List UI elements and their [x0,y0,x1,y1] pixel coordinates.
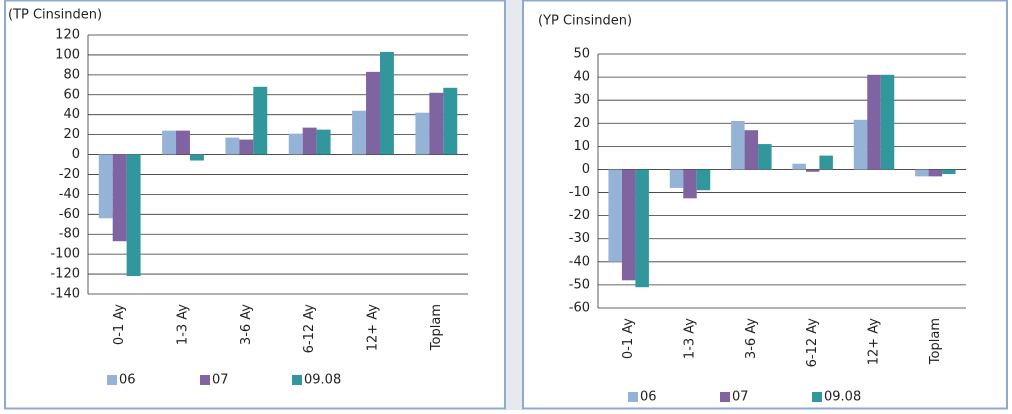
bar [98,154,113,219]
bar [928,169,943,177]
y-tick-label: 60 [63,87,80,102]
panel [522,0,1008,410]
x-tick-label: 0-1 Ay [112,304,127,345]
legend-label: 07 [732,390,749,405]
y-tick-label: -50 [569,277,590,292]
subtitle: (TP Cinsinden) [8,8,102,23]
bar [608,169,622,262]
y-tick-label: 0 [582,162,590,177]
bar [288,133,303,155]
bar [731,120,745,170]
y-tick-label: 50 [573,47,590,62]
y-tick-label: -10 [569,185,590,200]
bar [805,169,820,172]
y-tick-label: 0 [72,147,80,162]
y-tick-label: -120 [50,267,80,282]
y-tick-label: -40 [569,254,590,269]
bar [239,139,254,155]
bar [316,129,331,155]
x-tick-label: 1-3 Ay [683,318,698,359]
bar [162,130,177,155]
legend-swatch [292,375,302,385]
bar [853,119,868,170]
x-tick-label: 3-6 Ay [744,318,759,359]
y-tick-label: -100 [50,247,80,262]
x-tick-label: Toplam [928,318,943,365]
bar [302,127,317,155]
x-tick-label: Toplam [429,304,444,351]
legend-swatch [628,392,638,402]
bar [621,169,636,281]
y-tick-label: 30 [573,93,590,108]
bar [696,169,711,191]
y-tick-label: 100 [55,47,80,62]
bar [366,71,380,155]
bar [744,130,759,170]
x-tick-label: 3-6 Ay [239,304,254,345]
y-tick-label: 80 [63,67,80,82]
y-tick-label: -20 [569,208,590,223]
y-tick-label: -30 [569,231,590,246]
x-tick-label: 6-12 Ay [805,318,820,368]
legend-swatch [200,375,210,385]
bar [792,163,806,170]
bar [176,130,190,155]
bar [880,74,895,170]
legend-swatch [720,392,730,402]
x-tick-label: 1-3 Ay [176,304,191,345]
bar [758,144,772,170]
bar [253,86,268,155]
legend-label: 09.08 [304,373,341,388]
y-tick-label: 40 [63,107,80,122]
legend-label: 07 [212,373,229,388]
y-tick-label: 40 [573,70,590,85]
legend-swatch [812,392,822,402]
y-tick-label: -60 [569,301,590,316]
x-tick-label: 0-1 Ay [621,318,636,359]
bar [443,87,458,155]
y-tick-label: -80 [59,227,80,242]
bar [415,112,430,155]
y-tick-label: -140 [50,287,80,302]
y-tick-label: 20 [573,116,590,131]
bar [112,154,127,242]
x-tick-label: 6-12 Ay [302,304,317,354]
legend-swatch [107,375,117,385]
bar [429,92,444,155]
bar [379,51,394,155]
bar [867,74,881,170]
legend-label: 09.08 [824,390,861,405]
bar [819,155,833,170]
legend-label: 06 [119,373,136,388]
bar [225,137,240,155]
bar [189,154,204,161]
x-tick-label: 12+ Ay [366,304,381,352]
y-tick-label: 20 [63,127,80,142]
y-tick-label: -40 [59,187,80,202]
y-tick-label: 10 [573,139,590,154]
bar [126,154,141,277]
bar [352,110,367,155]
bar [683,169,697,199]
bar [942,169,956,175]
bar [635,169,649,288]
y-tick-label: -20 [59,167,80,182]
x-tick-label: 12+ Ay [867,318,882,366]
legend-label: 06 [640,390,657,405]
y-tick-label: -60 [59,207,80,222]
y-tick-label: 120 [55,28,80,43]
subtitle: (YP Cinsinden) [538,14,632,29]
bar [669,169,684,188]
bar [915,169,929,177]
panel-gap [505,0,523,410]
